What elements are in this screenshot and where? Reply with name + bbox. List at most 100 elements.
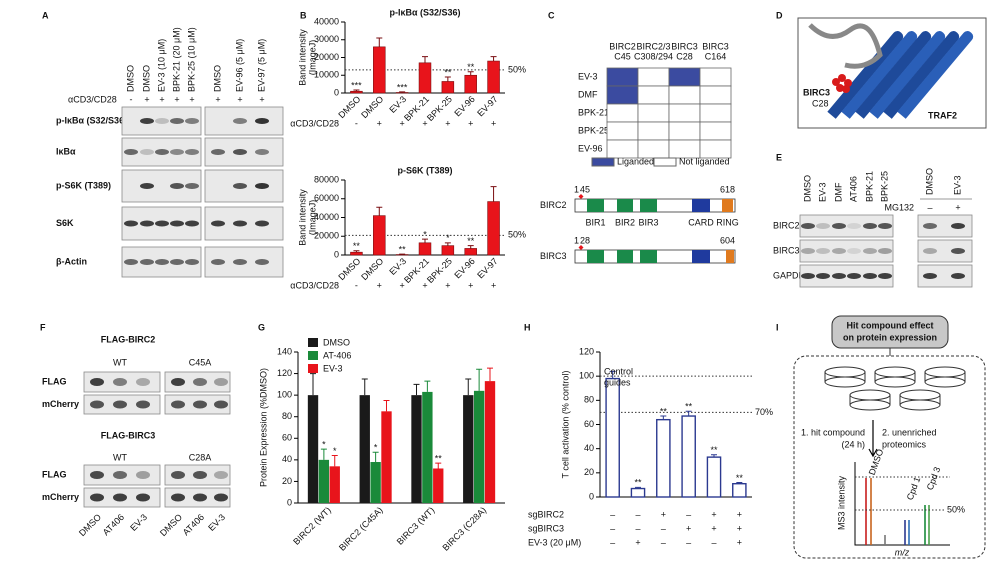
y-tick-label: 20000 xyxy=(314,231,339,241)
y-axis-label: Band intensity xyxy=(297,29,307,86)
ligand-cell xyxy=(699,121,732,141)
ligand-cell xyxy=(668,121,701,141)
domain-label: BIR1 xyxy=(585,217,605,227)
stim-sign: + xyxy=(215,94,220,104)
ligand-cell xyxy=(668,139,701,159)
band xyxy=(211,220,225,227)
condition-label: sgBIRC3 xyxy=(528,523,564,533)
error-bar xyxy=(490,56,497,62)
lane-label: BPK-25 (10 μM) xyxy=(186,27,196,92)
plate-top xyxy=(849,389,891,401)
significance: * xyxy=(322,439,326,449)
legend-label: Not liganded xyxy=(679,156,730,166)
bar xyxy=(381,411,392,503)
band xyxy=(214,471,228,479)
legend-swatch xyxy=(308,338,318,347)
band xyxy=(140,183,154,189)
significance: ** xyxy=(710,445,718,455)
bar xyxy=(359,395,370,503)
stim-sign: + xyxy=(237,94,242,104)
plate-top xyxy=(924,366,966,378)
ligand-cell xyxy=(668,85,701,105)
error-bar xyxy=(444,76,451,82)
ligand-cell xyxy=(699,139,732,159)
stim-sign: - xyxy=(355,118,358,128)
bar xyxy=(706,456,722,498)
row-label: p-IκBα (S32/S36) xyxy=(56,115,127,125)
ligand-cell xyxy=(668,103,701,123)
row-label: mCherry xyxy=(42,492,79,502)
band xyxy=(923,273,937,279)
ligand-cell xyxy=(668,67,701,87)
group-label: WT xyxy=(113,357,127,367)
x-tick-label: BIRC3 (WT) xyxy=(395,505,437,547)
error-bar xyxy=(490,186,497,202)
band xyxy=(233,183,247,189)
lane-label: AT406 xyxy=(181,512,206,537)
error-bar xyxy=(486,367,493,382)
lane-label: EV-3 (10 μM) xyxy=(156,39,166,92)
helix xyxy=(821,31,904,126)
band xyxy=(90,471,104,479)
band xyxy=(863,223,877,229)
row-label: BIRC3 xyxy=(773,245,800,255)
significance: ** xyxy=(685,402,693,412)
error-bar xyxy=(467,71,474,76)
block-title: FLAG-BIRC2 xyxy=(101,334,156,344)
error-bar xyxy=(413,383,420,396)
significance: * xyxy=(333,446,337,456)
significance: ** xyxy=(444,67,452,77)
band xyxy=(170,183,184,189)
protein-name: BIRC2 xyxy=(540,200,567,210)
band xyxy=(136,471,150,479)
ligand-cell xyxy=(637,85,670,105)
header-text: on protein expression xyxy=(843,332,937,342)
band xyxy=(113,493,127,502)
bar xyxy=(411,395,422,503)
bar xyxy=(418,62,432,94)
stim-sign: + xyxy=(491,280,496,290)
significance: * xyxy=(374,443,378,453)
bar xyxy=(441,245,455,256)
panel-letter: D xyxy=(776,10,783,20)
significance: ** xyxy=(634,478,642,488)
band xyxy=(832,223,846,229)
y-tick-label: 80 xyxy=(584,395,594,405)
significance: ** xyxy=(467,236,475,246)
y-tick-label: 10000 xyxy=(314,70,339,80)
bar xyxy=(307,395,319,503)
ligand-cell xyxy=(637,67,670,87)
bar xyxy=(373,215,386,256)
residue: 28 xyxy=(580,235,590,245)
stim-sign: + xyxy=(445,118,450,128)
legend-swatch xyxy=(308,351,318,360)
band xyxy=(923,223,937,229)
stim-sign: - xyxy=(130,94,133,104)
band xyxy=(863,248,877,254)
error-bar xyxy=(444,242,451,246)
residue: 1 xyxy=(574,184,579,194)
band xyxy=(801,273,815,279)
condition-sign: – xyxy=(610,537,615,547)
band xyxy=(816,248,830,254)
error-bar xyxy=(467,245,474,249)
note: Control xyxy=(604,366,633,376)
panel-letter: F xyxy=(40,322,46,332)
plate-bottom xyxy=(924,376,966,388)
legend-label: DMSO xyxy=(323,337,350,347)
band xyxy=(113,378,127,386)
blot xyxy=(917,264,973,288)
structure-label: BIRC3 xyxy=(803,87,830,97)
band xyxy=(155,118,169,124)
band xyxy=(185,118,199,124)
group-label: C45A xyxy=(189,357,212,367)
condition-sign: + xyxy=(737,509,742,519)
bar xyxy=(464,248,477,256)
error-bar xyxy=(372,451,379,463)
chart-title: p-IκBα (S32/S36) xyxy=(389,7,460,17)
stim-sign: + xyxy=(468,280,473,290)
band xyxy=(801,248,815,254)
domain-label: BIR3 xyxy=(638,217,658,227)
bar xyxy=(732,483,747,498)
plate-top xyxy=(824,366,866,378)
